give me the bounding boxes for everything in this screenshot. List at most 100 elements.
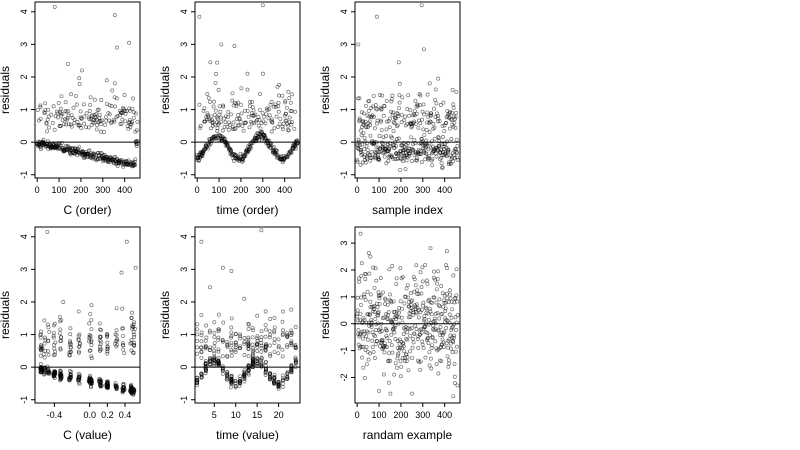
data-point	[377, 302, 382, 306]
data-point	[238, 336, 242, 341]
data-point	[427, 349, 432, 354]
data-point	[391, 129, 396, 134]
data-point	[92, 97, 97, 102]
data-point	[429, 139, 434, 144]
data-point	[413, 141, 418, 146]
data-point	[268, 377, 272, 382]
data-point	[398, 266, 403, 271]
data-point	[88, 102, 93, 107]
data-point	[266, 107, 271, 112]
data-point	[47, 329, 52, 334]
data-point	[411, 340, 416, 345]
data-point	[372, 141, 377, 146]
data-point	[376, 309, 381, 314]
data-point	[97, 377, 102, 382]
data-point	[392, 372, 397, 377]
data-point	[377, 388, 382, 393]
data-point	[260, 130, 265, 134]
data-point	[402, 349, 407, 354]
data-point	[41, 372, 46, 377]
data-point	[103, 122, 107, 127]
data-point	[356, 276, 361, 281]
data-point	[392, 121, 397, 126]
data-point	[195, 327, 200, 332]
data-point	[426, 311, 431, 316]
data-point	[221, 320, 226, 325]
data-point	[281, 121, 286, 126]
points-group	[195, 3, 300, 165]
data-point	[226, 127, 231, 132]
data-point	[280, 333, 285, 338]
data-point	[283, 100, 288, 105]
data-point	[442, 329, 447, 334]
data-point	[196, 158, 201, 163]
data-point	[128, 341, 133, 346]
data-point	[47, 125, 51, 130]
data-point	[364, 125, 369, 130]
data-point	[49, 112, 54, 117]
data-point	[276, 100, 281, 105]
data-point	[433, 277, 438, 282]
data-point	[58, 338, 63, 343]
data-point	[374, 278, 379, 283]
residual-panel-2: 0 100 200 300 400 -1 0 1 2 3 4 time (order) residual…	[158, 1, 301, 217]
data-point	[131, 115, 136, 120]
data-point	[419, 285, 424, 289]
data-point	[436, 269, 441, 274]
data-point	[121, 347, 126, 352]
data-point	[440, 165, 445, 170]
data-point	[74, 102, 79, 107]
data-point	[452, 333, 457, 338]
data-point	[358, 311, 363, 316]
data-point	[131, 391, 136, 396]
data-point	[424, 310, 429, 315]
data-point	[423, 355, 428, 360]
data-point	[46, 352, 51, 357]
data-point	[443, 308, 448, 313]
data-point	[46, 369, 51, 374]
data-point	[292, 144, 297, 149]
data-point	[374, 106, 379, 111]
data-point	[45, 229, 50, 234]
data-point	[407, 327, 412, 332]
data-point	[219, 119, 223, 124]
data-point	[38, 370, 43, 374]
data-point	[436, 119, 441, 124]
data-point	[77, 332, 82, 337]
data-point	[362, 294, 367, 299]
data-point	[437, 316, 442, 321]
data-point	[263, 373, 268, 377]
data-point	[264, 327, 268, 332]
y-tick-label: 2	[179, 299, 189, 304]
data-point	[82, 114, 87, 119]
data-point	[263, 309, 268, 314]
data-point	[410, 336, 415, 341]
data-point	[365, 155, 369, 160]
data-point	[418, 359, 423, 364]
plot-frame	[34, 226, 141, 404]
data-point	[251, 108, 256, 113]
data-point	[250, 342, 255, 347]
y-tick-label: 2	[339, 267, 349, 272]
data-point	[437, 304, 442, 309]
data-point	[229, 325, 234, 330]
x-axis-title: randam example	[363, 428, 453, 442]
data-point	[284, 377, 289, 382]
data-point	[213, 80, 218, 85]
data-point	[128, 125, 133, 130]
data-point	[133, 265, 138, 270]
y-tick-label: 4	[179, 9, 189, 14]
data-point	[289, 330, 294, 335]
data-point	[440, 165, 445, 170]
data-point	[448, 333, 453, 338]
data-point	[221, 339, 225, 344]
data-point	[202, 106, 207, 111]
data-point	[398, 374, 403, 379]
data-point	[199, 374, 204, 379]
data-point	[219, 42, 224, 47]
data-point	[208, 285, 212, 290]
data-point	[134, 128, 139, 133]
data-point	[420, 342, 425, 347]
data-point	[251, 328, 256, 333]
data-point	[392, 325, 397, 330]
